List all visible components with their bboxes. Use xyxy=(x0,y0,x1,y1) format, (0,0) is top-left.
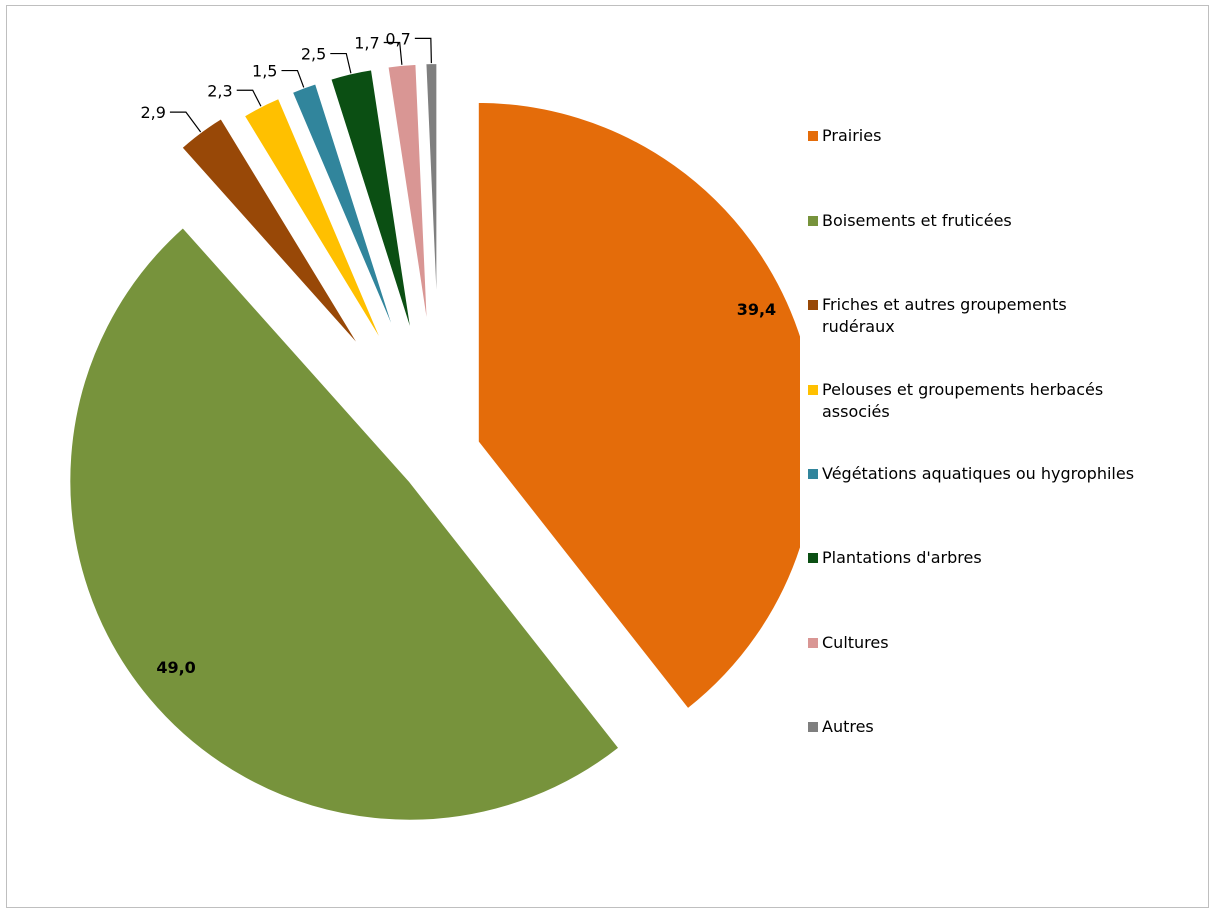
legend-item-autres: Autres xyxy=(808,716,874,738)
legend-label: Plantations d'arbres xyxy=(822,548,982,567)
leader-line-2 xyxy=(169,111,202,133)
data-label-1: 49,0 xyxy=(156,658,195,677)
pie-slice-0 xyxy=(476,100,800,711)
legend-item-vegetations: Végétations aquatiques ou hygrophiles xyxy=(808,463,1134,485)
data-label-0: 39,4 xyxy=(737,300,776,319)
legend-swatch xyxy=(808,216,818,226)
legend-swatch xyxy=(808,638,818,648)
legend-item-cultures: Cultures xyxy=(808,632,889,654)
pie-slice-1 xyxy=(68,225,621,822)
legend-swatch xyxy=(808,131,818,141)
pie-slice-2 xyxy=(180,116,364,352)
legend-swatch xyxy=(808,300,818,310)
data-label-2: 2,9 xyxy=(140,103,165,122)
data-label-4: 1,5 xyxy=(252,62,277,81)
legend-label: Autres xyxy=(822,717,874,736)
legend-swatch xyxy=(808,385,818,395)
leader-line-5 xyxy=(330,52,352,74)
pie-chart: 39,4 49,0 2,9 2,3 1,5 2,5 1,7 0,7 xyxy=(68,29,800,822)
legend-label: Cultures xyxy=(822,633,889,652)
legend-label: Prairies xyxy=(822,126,882,145)
legend-item-pelouses: Pelouses et groupements herbacés associé… xyxy=(808,379,1142,423)
legend-item-plantations: Plantations d'arbres xyxy=(808,547,982,569)
legend-swatch xyxy=(808,722,818,732)
legend-item-boisements: Boisements et fruticées xyxy=(808,210,1012,232)
leader-line-6 xyxy=(383,41,403,65)
legend-item-friches: Friches et autres groupements rudéraux xyxy=(808,294,1122,338)
legend-label: Pelouses et groupements herbacés associé… xyxy=(822,380,1104,421)
leader-line-7 xyxy=(414,37,432,64)
legend-label: Friches et autres groupements rudéraux xyxy=(822,295,1067,336)
pie-slice-6 xyxy=(386,62,430,336)
data-label-5: 2,5 xyxy=(301,45,326,64)
legend-swatch xyxy=(808,553,818,563)
pie-slice-7 xyxy=(424,62,439,336)
pie-slice-4 xyxy=(290,82,400,343)
legend-label: Boisements et fruticées xyxy=(822,211,1012,230)
legend-item-prairies: Prairies xyxy=(808,125,881,147)
data-label-7: 0,7 xyxy=(385,29,410,48)
pie-slice-5 xyxy=(329,68,414,339)
leader-line-3 xyxy=(236,89,262,107)
leader-line-4 xyxy=(281,69,305,88)
legend-label: Végétations aquatiques ou hygrophiles xyxy=(822,464,1135,483)
chart-legend: Prairies Boisements et fruticées Friches… xyxy=(808,0,1208,913)
data-label-3: 2,3 xyxy=(207,81,232,100)
legend-swatch xyxy=(808,469,818,479)
data-label-6: 1,7 xyxy=(354,33,379,52)
